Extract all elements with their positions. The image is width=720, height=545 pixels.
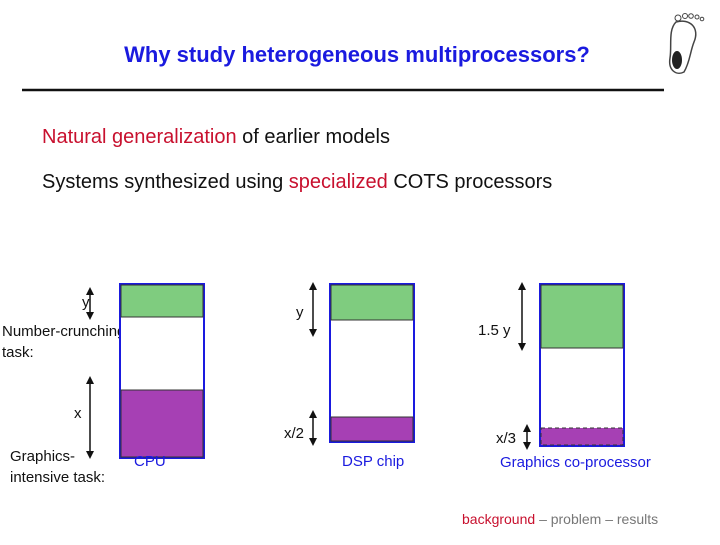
bullet: Natural generalization of earlier models	[42, 126, 390, 148]
compute-segment	[120, 284, 204, 318]
label-line: intensive task:	[10, 469, 105, 486]
graphics-label: x/3	[496, 430, 516, 447]
bullet-text: COTS processors	[393, 171, 552, 193]
compute-label: y	[82, 294, 90, 311]
graphics-label: x	[74, 405, 82, 422]
compute-segment	[330, 284, 414, 321]
graphics-segment	[330, 416, 414, 442]
graphics-segment	[540, 427, 624, 446]
compute-label: y	[296, 304, 304, 321]
label-line: Number-crunching	[2, 323, 125, 340]
cpu-block: y x CPU	[74, 283, 205, 470]
nav-current: background	[462, 511, 535, 527]
graphics-segment	[120, 389, 204, 458]
bullet: Systems synthesized using specialized CO…	[42, 171, 552, 193]
gpu-block: 1.5 y x/3 Graphics co-processor	[478, 282, 651, 471]
logo	[668, 13, 705, 74]
bullet-text: Systems synthesized using	[42, 171, 283, 193]
dsp-block: y x/2 DSP chip	[284, 282, 415, 470]
processor-name: DSP chip	[342, 453, 404, 470]
label-line: Graphics-	[10, 448, 75, 465]
task-label: Graphics-intensive task:	[10, 448, 105, 486]
slide-title: Why study heterogeneous multiprocessors?	[124, 42, 590, 67]
compute-label: 1.5 y	[478, 322, 511, 339]
footer-nav: background – problem – results	[462, 511, 658, 527]
highlight: specialized	[289, 171, 388, 193]
task-label: Number-crunching task:	[2, 323, 125, 361]
bullet-text: of earlier models	[242, 126, 390, 148]
processor-name: CPU	[134, 453, 166, 470]
nav-rest: – problem – results	[539, 511, 658, 527]
processor-name: Graphics co-processor	[500, 454, 651, 471]
label-line: task:	[2, 344, 34, 361]
graphics-label: x/2	[284, 425, 304, 442]
highlight: Natural generalization	[42, 126, 237, 148]
compute-segment	[540, 284, 624, 349]
